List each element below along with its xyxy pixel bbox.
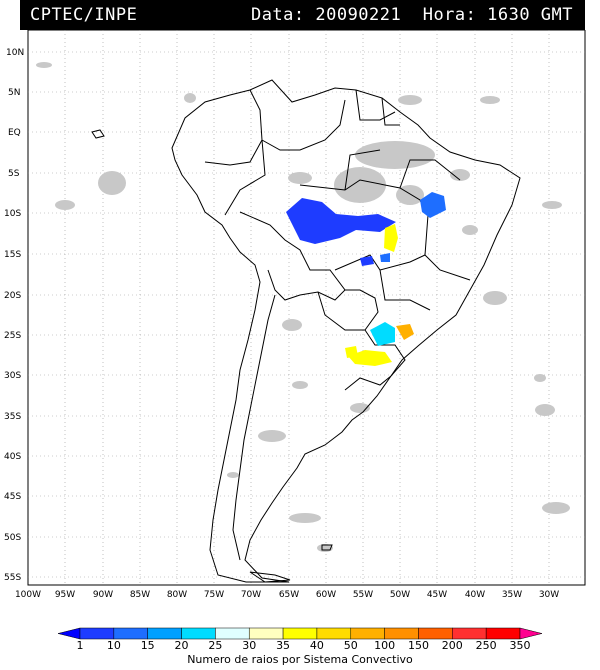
legend-swatch [350,627,385,640]
lon-label: 85W [130,590,150,600]
header-date-time: Data: 20090221 Hora: 1630 GMT [250,5,573,25]
cell-yellow-center [384,224,398,252]
lon-label: 65W [279,590,299,600]
legend-title: Numero de raios por Sistema Convectivo [187,653,413,666]
lat-label: 5N [8,88,20,98]
legend-value: 350 [510,639,531,652]
border-colombia-peru [204,139,263,166]
legend-labels: 1 10 15 20 25 30 35 40 50 100 150 200 250 350 [77,639,531,652]
legend-value: 150 [408,639,429,652]
latitude-labels: 10N 5N EQ 5S 10S 15S 20S 25S 30S 35S 40S… [4,48,24,583]
border-uruguay [344,375,392,391]
legend-swatch [215,627,250,640]
legend-value: 30 [242,639,256,652]
legend-value: 15 [141,639,155,652]
border-guianas [355,89,400,126]
legend-value: 250 [476,639,497,652]
graticule [28,30,585,585]
cell-blue-small-a [420,192,446,218]
lon-label: 30W [539,590,559,600]
lat-label: 5S [8,169,20,179]
legend-swatch [147,627,182,640]
header-bar: CPTEC/INPE Data: 20090221 Hora: 1630 GMT [20,0,585,30]
legend-value: 25 [208,639,222,652]
lat-label: 50S [4,533,21,543]
legend-value: 1 [77,639,84,652]
lat-label: 10N [6,48,24,58]
lat-label: 35S [4,412,21,422]
legend-value: 20 [175,639,189,652]
legend-arrow-high [519,627,543,640]
falkland-islands [321,544,333,551]
lat-label: 55S [4,573,21,583]
lon-label: 90W [93,590,113,600]
lon-label: 45W [427,590,447,600]
lat-label: 15S [4,250,21,260]
legend-swatch [248,627,284,640]
lon-label: 55W [353,590,373,600]
lon-label: 70W [241,590,261,600]
legend-arrow-low [57,627,81,640]
border-peru-brazil [224,139,266,216]
legend-swatch [316,627,352,640]
tierra-del-fuego [249,571,291,583]
legend-value: 10 [107,639,121,652]
lon-label: 100W [15,590,41,600]
lon-label: 40W [465,590,485,600]
lat-label: EQ [8,128,21,138]
cell-yellow-south [348,350,392,366]
color-legend: 1 10 15 20 25 30 35 40 50 100 150 200 250 350 [57,627,543,652]
map-border [27,30,586,586]
lat-label: 20S [4,291,21,301]
legend-bar [57,627,543,640]
legend-swatch [113,627,148,640]
lon-label: 50W [390,590,410,600]
legend-value: 100 [374,639,395,652]
lat-label: 30S [4,371,21,381]
lon-label: 80W [167,590,187,600]
legend-swatch [79,627,115,640]
cell-blue-small-c [380,253,390,262]
lat-label: 40S [4,452,21,462]
legend-swatch [452,627,487,640]
legend-value: 50 [344,639,358,652]
cell-orange-south [396,324,414,340]
lon-label: 95W [55,590,75,600]
lat-label: 45S [4,492,21,502]
legend-swatch [384,627,419,640]
lon-label: 75W [204,590,224,600]
cell-yellow-south-b [345,346,358,358]
lightning-cells [286,192,446,366]
legend-swatch [418,627,453,640]
legend-value: 200 [442,639,463,652]
legend-swatch [181,627,216,640]
lat-label: 25S [4,331,21,341]
lon-label: 60W [316,590,336,600]
legend-swatch [282,627,318,640]
border-colombia-venezuela [249,89,346,151]
lat-label: 10S [4,209,21,219]
border-paraguay [317,289,379,331]
galapagos-islands [91,129,105,139]
border-argentina-chile [232,294,276,561]
cell-blue-small-b [360,256,374,266]
legend-value: 40 [310,639,324,652]
border-argentina-brazil [364,329,406,377]
legend-swatch [485,627,521,640]
cell-cyan-south [370,322,395,346]
lon-label: 35W [502,590,522,600]
cell-blue-amazon [286,198,396,244]
south-america-coast [171,79,521,583]
coastlines-and-borders [91,79,521,583]
map-panel: 10N 5N EQ 5S 10S 15S 20S 25S 30S 35S 40S… [4,30,586,600]
legend-value: 35 [276,639,290,652]
header-source: CPTEC/INPE [30,5,138,25]
longitude-labels: 100W 95W 90W 85W 80W 75W 70W 65W 60W 55W… [15,590,559,600]
